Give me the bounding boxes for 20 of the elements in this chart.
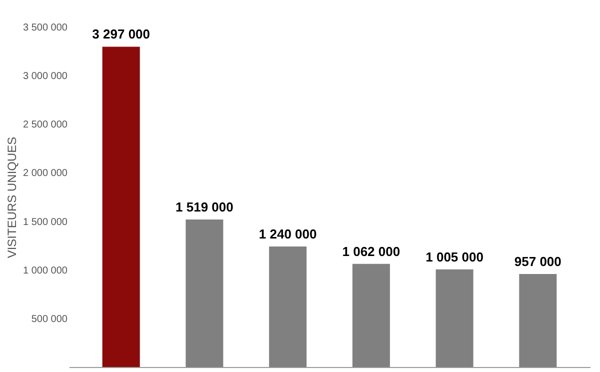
y-tick-label: 3 500 000 xyxy=(23,22,68,34)
data-label: 3 297 000 xyxy=(92,26,150,42)
bar xyxy=(436,269,474,367)
y-tick-label: 1 500 000 xyxy=(23,216,68,228)
y-tick-label: 1 000 000 xyxy=(23,265,68,276)
y-tick-label: 500 000 xyxy=(31,314,68,325)
data-label: 1 519 000 xyxy=(176,199,234,214)
bar xyxy=(102,46,140,367)
y-tick-label: 2 000 000 xyxy=(23,168,68,180)
data-label: 1 005 000 xyxy=(426,249,484,264)
y-tick-label: 2 500 000 xyxy=(23,120,68,131)
bar xyxy=(519,274,557,367)
data-label: 957 000 xyxy=(514,254,562,270)
data-label: 1 240 000 xyxy=(258,226,317,242)
bar xyxy=(269,246,307,367)
y-axis-title: VISITEURS UNIQUES xyxy=(5,136,20,258)
bar xyxy=(186,219,224,367)
data-label: 1 062 000 xyxy=(342,244,400,259)
y-tick-label: 3 000 000 xyxy=(23,71,68,82)
bar xyxy=(352,264,390,367)
